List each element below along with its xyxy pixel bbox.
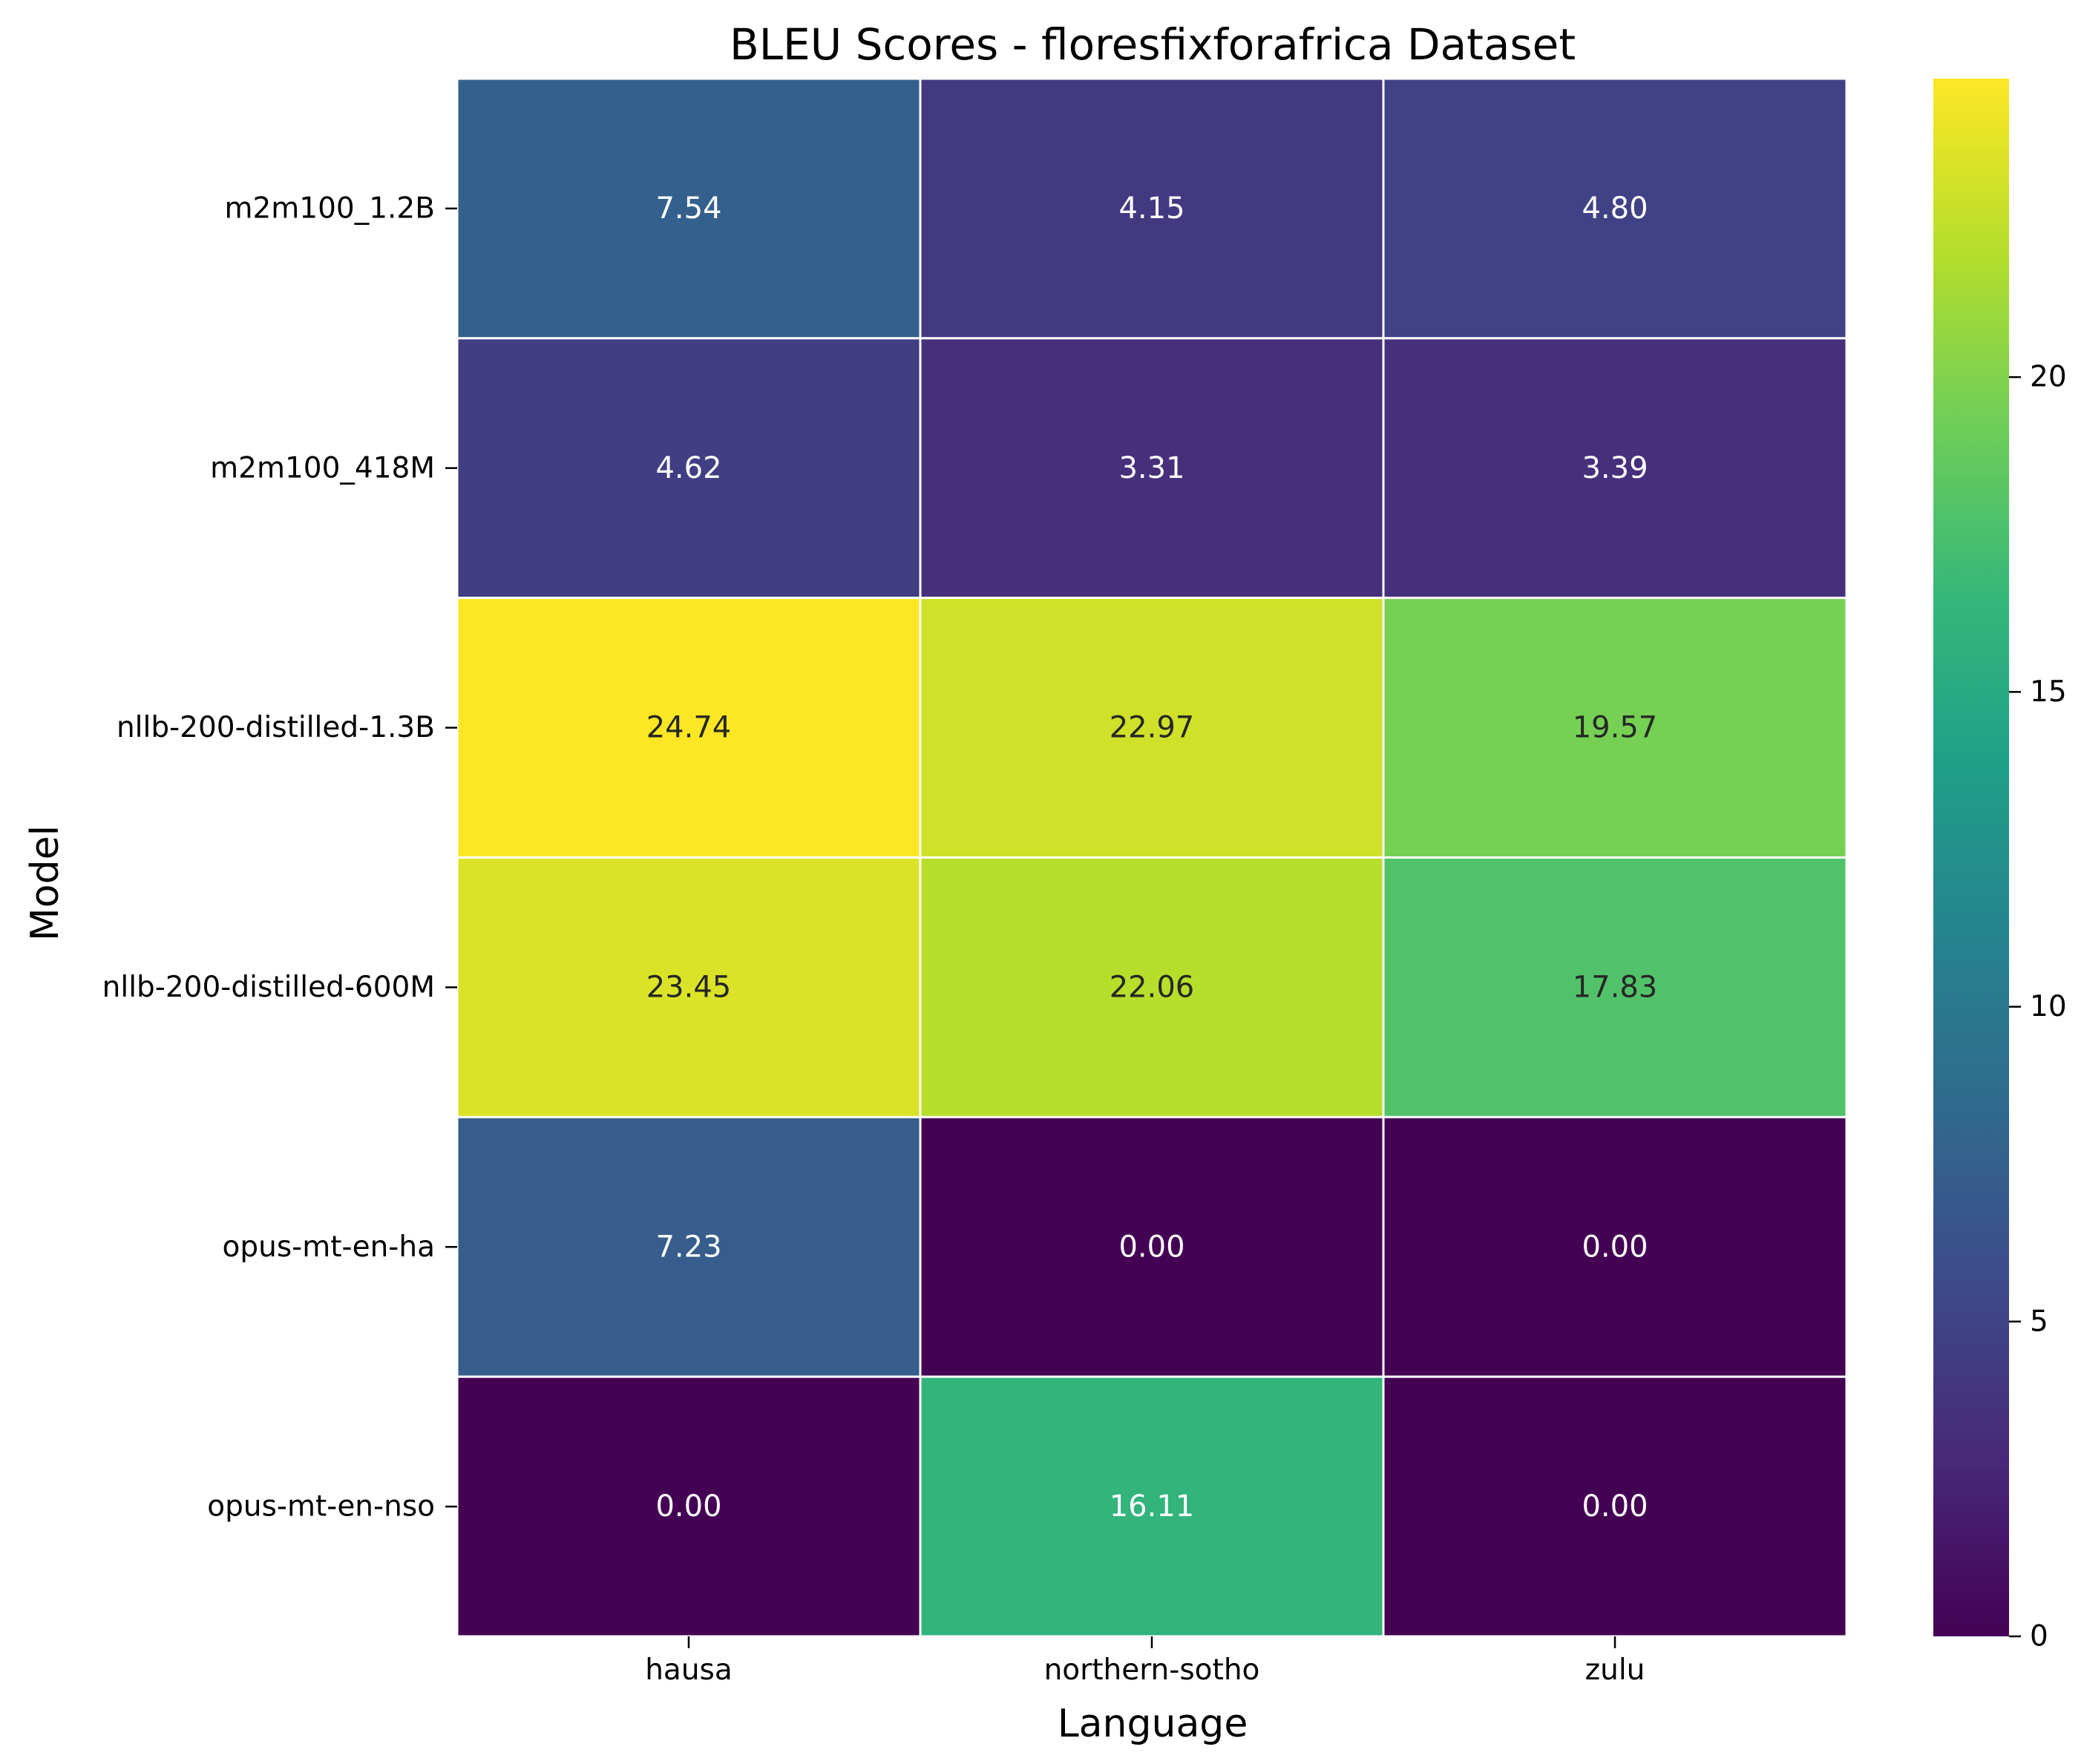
colorbar-tick-label: 10 — [2030, 990, 2067, 1023]
y-tick-label: nllb-200-distilled-600M — [102, 971, 435, 1004]
cell-value-label: 0.00 — [1582, 1489, 1648, 1524]
x-axis-label: Language — [1058, 1702, 1248, 1746]
cell-value-label: 16.11 — [1110, 1489, 1195, 1524]
heatmap-cell — [919, 337, 1385, 600]
heatmap-cell — [456, 337, 922, 600]
colorbar: 0 5 10 15 20 — [1933, 79, 2067, 1653]
y-tick-label: opus-mt-en-ha — [223, 1230, 435, 1264]
cell-value-label: 23.45 — [646, 970, 732, 1004]
heatmap-cell — [919, 77, 1385, 340]
heatmap-cell — [919, 1115, 1385, 1378]
y-tick-label: nllb-200-distilled-1.3B — [117, 711, 435, 744]
cell-value-label: 4.62 — [655, 451, 721, 485]
heatmap-cell — [456, 1115, 922, 1378]
x-tick-label: hausa — [645, 1653, 733, 1687]
cell-value-label: 7.54 — [655, 191, 721, 226]
heatmap-cell — [1382, 1115, 1848, 1378]
cell-value-label: 0.00 — [1118, 1230, 1184, 1264]
cell-value-label: 22.97 — [1110, 711, 1195, 745]
cell-value-label: 3.31 — [1118, 451, 1184, 485]
x-tick-label: zulu — [1585, 1653, 1645, 1687]
cell-value-label: 0.00 — [655, 1489, 721, 1524]
heatmap-cell-labels: 7.54 4.15 4.80 4.62 3.31 3.39 24.74 22.97 19.57 2… — [646, 191, 1658, 1524]
cell-value-label: 17.83 — [1573, 970, 1658, 1004]
x-axis-ticks: hausa northern-sotho zulu — [645, 1636, 1645, 1687]
heatmap-cell — [919, 597, 1385, 859]
heatmap-cell — [1382, 1375, 1848, 1638]
heatmap-cell — [919, 1375, 1385, 1638]
y-axis-label: Model — [23, 825, 68, 941]
colorbar-tick-label: 5 — [2030, 1305, 2048, 1338]
heatmap-cell — [1382, 856, 1848, 1118]
heatmap-cell — [1382, 337, 1848, 600]
cell-value-label: 3.39 — [1582, 451, 1648, 485]
heatmap-cell — [1382, 77, 1848, 340]
colorbar-gradient — [1933, 79, 2009, 1636]
x-tick-label: northern-sotho — [1044, 1653, 1260, 1687]
cell-value-label: 7.23 — [655, 1230, 721, 1264]
colorbar-tick-label: 20 — [2030, 361, 2067, 394]
cell-value-label: 19.57 — [1573, 711, 1658, 745]
cell-value-label: 0.00 — [1582, 1230, 1648, 1264]
y-tick-label: opus-mt-en-nso — [207, 1490, 435, 1524]
cell-value-label: 24.74 — [646, 711, 732, 745]
colorbar-tick-label: 15 — [2030, 675, 2067, 709]
cell-value-label: 22.06 — [1110, 970, 1195, 1004]
cell-value-label: 4.80 — [1582, 191, 1648, 226]
heatmap-cells — [456, 77, 1848, 1638]
colorbar-tick-label: 0 — [2030, 1620, 2048, 1653]
chart-title: BLEU Scores - floresfixforafrica Dataset — [730, 19, 1576, 70]
cell-value-label: 4.15 — [1118, 191, 1184, 226]
heatmap-cell — [456, 77, 922, 340]
y-tick-label: m2m100_418M — [210, 451, 435, 485]
heatmap-cell — [456, 597, 922, 859]
y-tick-label: m2m100_1.2B — [224, 191, 435, 225]
y-axis-ticks: m2m100_1.2B m2m100_418M nllb-200-distilled… — [102, 191, 457, 1524]
heatmap-cell — [456, 856, 922, 1118]
